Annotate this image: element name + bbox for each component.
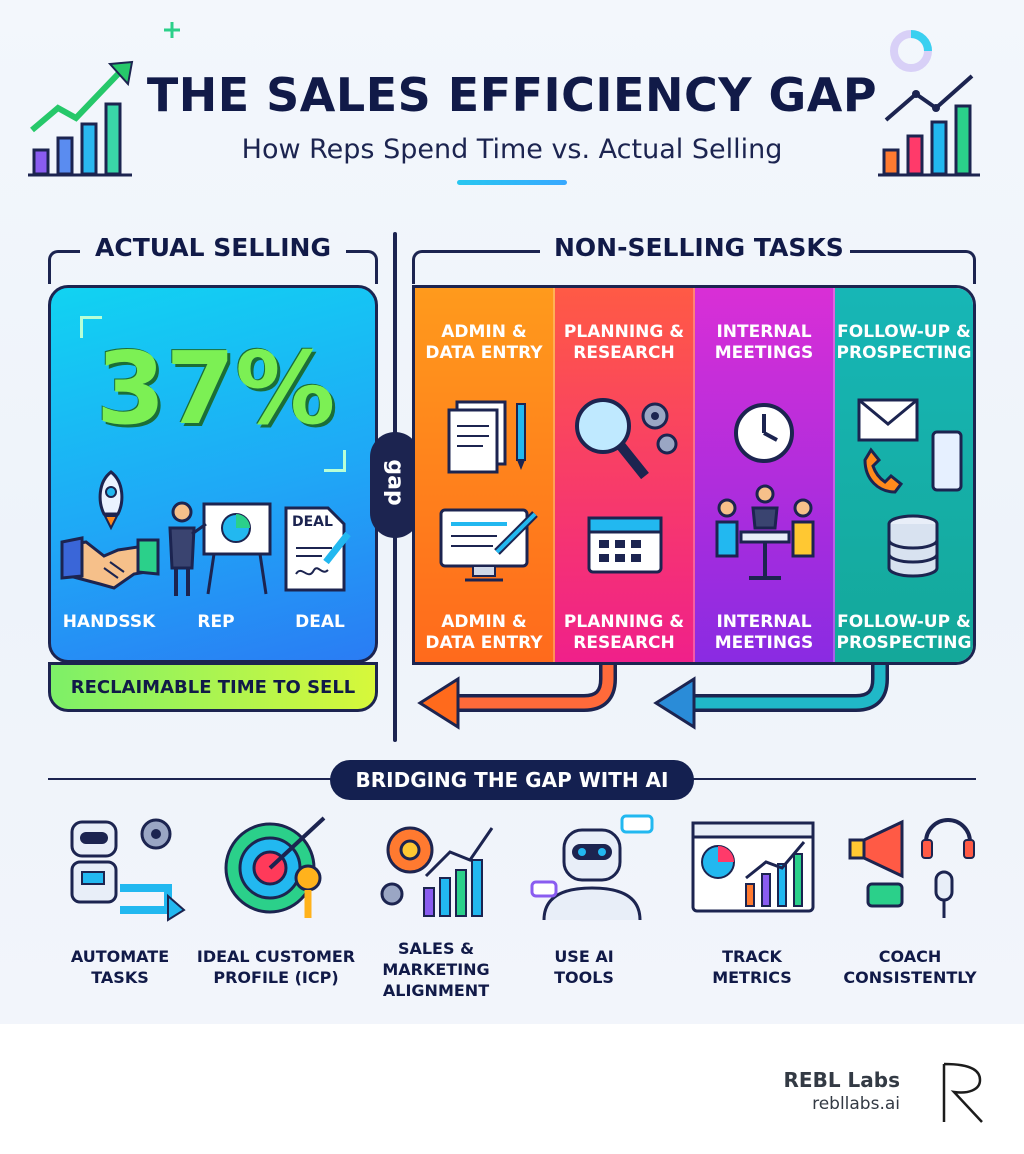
task-admin-data-entry: ADMIN & DATA ENTRY (415, 288, 555, 662)
task-title: ADMIN & DATA ENTRY (425, 322, 543, 363)
meeting-people-icon (715, 484, 815, 580)
magnifier-gear-icon (575, 398, 678, 480)
task-title: FOLLOW-UP & PROSPECTING (836, 322, 972, 363)
rocket-icon (98, 470, 124, 531)
calendar-icon (587, 516, 663, 574)
frame-corner (324, 450, 346, 472)
bridging-heading: BRIDGING THE GAP WITH AI (330, 760, 694, 800)
handshake-icon (60, 536, 160, 590)
rep-label: REP (197, 612, 235, 632)
return-arrow-left (417, 665, 617, 730)
ai-robot-face-icon (530, 814, 654, 921)
ai-item-label: SALES & MARKETING ALIGNMENT (382, 939, 490, 1000)
task-internal-meetings: INTERNAL MEETINGS INTERNAL MEETINGS (695, 288, 835, 662)
ai-item-label: IDEAL CUSTOMER PROFILE (ICP) (196, 947, 356, 987)
dashboard-icon (691, 821, 815, 913)
task-title: INTERNAL MEETINGS (714, 322, 814, 363)
rebl-logo-icon (942, 1062, 983, 1123)
gear-chart-icon (380, 826, 494, 917)
database-icon (887, 514, 939, 578)
task-planning-research: PLANNING & RESEARCH PLANNING & RESEARCH (555, 288, 695, 662)
page-subtitle: How Reps Spend Time vs. Actual Selling (241, 134, 783, 165)
infographic: THE SALES EFFICIENCY GAP How Reps Spend … (0, 0, 1024, 1024)
frame-corner (80, 316, 102, 338)
gap-label: gap (382, 459, 408, 506)
deal-document-icon (284, 506, 351, 592)
non-selling-tasks-panel: ADMIN & DATA ENTRY (412, 285, 976, 665)
robot-icon (70, 818, 186, 922)
task-footer: ADMIN & DATA ENTRY (425, 612, 543, 653)
reclaimable-time-banner: RECLAIMABLE TIME TO SELL (48, 662, 378, 712)
task-footer: INTERNAL MEETINGS (714, 612, 814, 653)
actual-selling-heading: ACTUAL SELLING (80, 233, 346, 262)
target-key-icon (224, 816, 326, 918)
selling-percentage: 37% (96, 330, 336, 447)
megaphone-headset-icon (848, 818, 975, 918)
footer-brand: REBL Labs (783, 1068, 900, 1092)
task-title: PLANNING & RESEARCH (563, 322, 685, 363)
sparkle-icon (164, 22, 180, 38)
page-title: THE SALES EFFICIENCY GAP (146, 68, 878, 122)
growth-chart-icon-left (28, 60, 134, 177)
deal-document-text: DEAL (292, 514, 333, 530)
ai-item-label: COACH CONSISTENTLY (843, 947, 977, 987)
donut-decoration-icon (890, 30, 932, 72)
return-arrow-right (653, 665, 889, 730)
growth-chart-icon-right (878, 74, 980, 177)
mail-phone-icon (857, 398, 963, 494)
deal-label: DEAL (295, 612, 345, 632)
handshake-label: HANDSSK (62, 612, 156, 632)
presenter-icon (168, 501, 272, 596)
task-follow-up-prospecting: FOLLOW-UP & PROSPECTING FOLLOW-UP & PROSPE… (835, 288, 973, 662)
actual-selling-panel (48, 285, 378, 663)
gap-badge (370, 432, 420, 538)
title-underline (457, 180, 567, 185)
task-footer: PLANNING & RESEARCH (563, 612, 685, 653)
computer-pen-icon (439, 508, 538, 582)
footer-url[interactable]: rebllabs.ai (812, 1094, 900, 1114)
non-selling-heading: NON-SELLING TASKS (540, 233, 850, 262)
ai-item-label: USE AI TOOLS (554, 947, 614, 987)
document-stack-icon (447, 400, 526, 474)
ai-item-label: AUTOMATE TASKS (70, 947, 170, 987)
task-footer: FOLLOW-UP & PROSPECTING (836, 612, 972, 653)
ai-item-label: TRACK METRICS (712, 947, 792, 987)
clock-icon (734, 403, 794, 463)
